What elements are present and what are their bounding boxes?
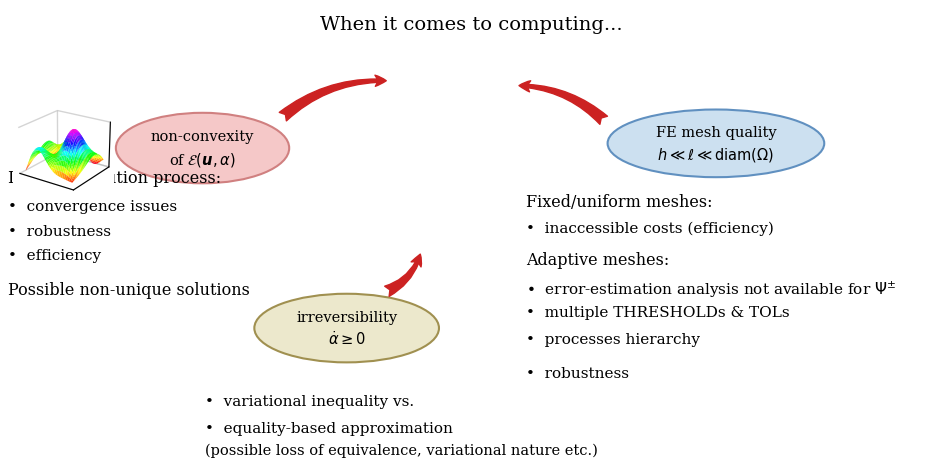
Text: •  robustness: • robustness	[8, 225, 110, 239]
Text: •  equality-based approximation: • equality-based approximation	[205, 422, 453, 436]
Ellipse shape	[608, 110, 824, 177]
Text: $h \ll \ell \ll \mathrm{diam}(\Omega)$: $h \ll \ell \ll \mathrm{diam}(\Omega)$	[658, 146, 774, 164]
Text: Adaptive meshes:: Adaptive meshes:	[526, 252, 669, 269]
Text: FE mesh quality: FE mesh quality	[656, 126, 776, 140]
Text: of $\mathcal{E}(\boldsymbol{u}, \alpha)$: of $\mathcal{E}(\boldsymbol{u}, \alpha)$	[170, 151, 236, 169]
Text: irreversibility: irreversibility	[296, 311, 398, 325]
Text: •  inaccessible costs (efficiency): • inaccessible costs (efficiency)	[526, 222, 773, 236]
Text: •  convergence issues: • convergence issues	[8, 200, 177, 214]
Text: (possible loss of equivalence, variational nature etc.): (possible loss of equivalence, variation…	[205, 443, 598, 458]
Text: •  error-estimation analysis not available for $\Psi^{\pm}$: • error-estimation analysis not availabl…	[526, 280, 896, 300]
Text: •  multiple THRESHOLDs & TOLs: • multiple THRESHOLDs & TOLs	[526, 306, 789, 321]
Text: •  variational inequality vs.: • variational inequality vs.	[205, 395, 414, 409]
Text: •  efficiency: • efficiency	[8, 249, 101, 263]
Ellipse shape	[116, 113, 289, 183]
Text: Possible non-unique solutions: Possible non-unique solutions	[8, 282, 250, 299]
Text: Fixed/uniform meshes:: Fixed/uniform meshes:	[526, 194, 712, 211]
Text: When it comes to computing...: When it comes to computing...	[319, 16, 623, 34]
Text: Iterative solution process:: Iterative solution process:	[8, 170, 220, 187]
Ellipse shape	[254, 294, 439, 362]
Text: •  robustness: • robustness	[526, 367, 628, 381]
Text: non-convexity: non-convexity	[151, 131, 254, 144]
Text: $\dot{\alpha} \geq 0$: $\dot{\alpha} \geq 0$	[328, 330, 365, 348]
Text: •  processes hierarchy: • processes hierarchy	[526, 333, 700, 347]
